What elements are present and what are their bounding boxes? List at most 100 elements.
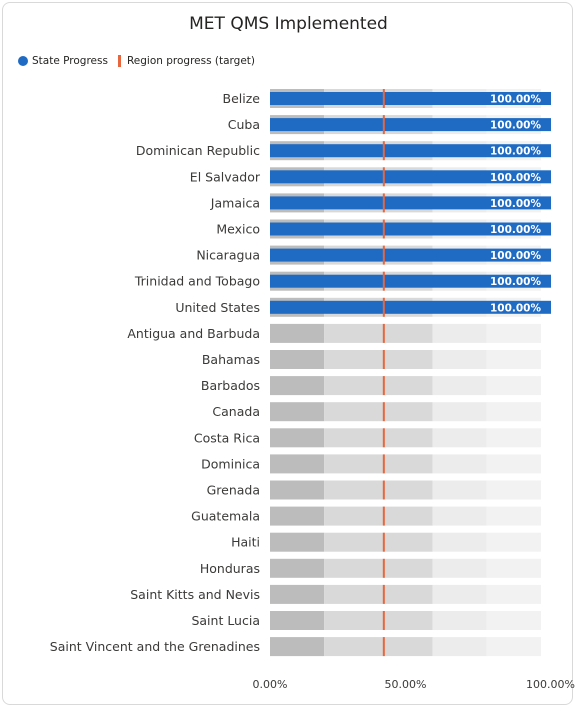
target-line-united-states — [382, 297, 385, 317]
band-2-haiti — [432, 532, 487, 552]
band-3-honduras — [486, 558, 541, 578]
band-2-grenada — [432, 480, 487, 500]
band-2-saint-vincent-and-the-grenadines — [432, 637, 487, 657]
band-3-saint-vincent-and-the-grenadines — [486, 637, 541, 657]
data-label-united-states: 100.00% — [490, 302, 542, 314]
bar-dominican-republic — [270, 144, 551, 158]
data-label-mexico: 100.00% — [490, 224, 542, 236]
target-line-dominican-republic — [382, 141, 385, 161]
band-3-dominica — [486, 454, 541, 474]
data-label-belize: 100.00% — [490, 94, 542, 106]
target-line-dominica — [382, 454, 385, 474]
band-2-saint-lucia — [432, 611, 487, 630]
target-line-saint-kitts-and-nevis — [382, 584, 385, 604]
target-line-bahamas — [382, 350, 385, 369]
band-3-costa-rica — [486, 428, 541, 448]
bar-trinidad-and-tobago — [270, 274, 551, 288]
target-line-antigua-and-barbuda — [382, 323, 385, 343]
band-3-saint-kitts-and-nevis — [486, 584, 541, 604]
band-1-bahamas — [324, 350, 433, 369]
target-line-el-salvador — [382, 167, 385, 187]
category-label-barbados: Barbados — [201, 378, 260, 393]
band-1-saint-kitts-and-nevis — [324, 584, 433, 604]
band-1-haiti — [324, 532, 433, 552]
target-line-saint-vincent-and-the-grenadines — [382, 637, 385, 657]
band-0-guatemala — [270, 506, 325, 526]
band-1-honduras — [324, 558, 433, 578]
band-2-barbados — [432, 376, 487, 396]
data-label-el-salvador: 100.00% — [490, 172, 542, 184]
bar-nicaragua — [270, 248, 551, 262]
band-2-honduras — [432, 558, 487, 578]
band-1-barbados — [324, 376, 433, 396]
data-label-nicaragua: 100.00% — [490, 250, 542, 262]
target-line-grenada — [382, 480, 385, 500]
category-label-antigua-and-barbuda: Antigua and Barbuda — [127, 326, 260, 341]
target-line-belize — [382, 89, 385, 108]
band-3-haiti — [486, 532, 541, 552]
band-0-costa-rica — [270, 428, 325, 448]
target-line-honduras — [382, 558, 385, 578]
category-label-grenada: Grenada — [207, 483, 260, 498]
category-label-belize: Belize — [223, 91, 261, 106]
legend-state-progress-marker — [18, 56, 28, 66]
data-label-cuba: 100.00% — [490, 120, 542, 132]
band-0-dominica — [270, 454, 325, 474]
target-line-cuba — [382, 115, 385, 135]
band-2-canada — [432, 402, 487, 422]
band-0-saint-vincent-and-the-grenadines — [270, 637, 325, 657]
category-label-saint-lucia: Saint Lucia — [191, 613, 260, 628]
category-label-mexico: Mexico — [216, 222, 260, 237]
target-line-barbados — [382, 376, 385, 396]
band-1-grenada — [324, 480, 433, 500]
target-line-canada — [382, 402, 385, 422]
category-label-jamaica: Jamaica — [210, 195, 260, 210]
data-label-jamaica: 100.00% — [490, 198, 542, 210]
target-line-costa-rica — [382, 428, 385, 448]
band-2-saint-kitts-and-nevis — [432, 584, 487, 604]
band-3-antigua-and-barbuda — [486, 323, 541, 343]
band-3-guatemala — [486, 506, 541, 526]
category-label-cuba: Cuba — [228, 117, 260, 132]
bar-jamaica — [270, 196, 551, 210]
target-line-mexico — [382, 219, 385, 239]
x-tick-label: 50.00% — [385, 678, 427, 691]
band-3-canada — [486, 402, 541, 422]
band-1-saint-lucia — [324, 611, 433, 630]
band-0-bahamas — [270, 350, 325, 369]
band-2-costa-rica — [432, 428, 487, 448]
band-1-canada — [324, 402, 433, 422]
target-line-jamaica — [382, 193, 385, 213]
target-line-saint-lucia — [382, 611, 385, 630]
category-label-saint-vincent-and-the-grenadines: Saint Vincent and the Grenadines — [50, 639, 260, 654]
band-0-barbados — [270, 376, 325, 396]
band-2-guatemala — [432, 506, 487, 526]
category-label-trinidad-and-tobago: Trinidad and Tobago — [134, 274, 260, 289]
band-1-dominica — [324, 454, 433, 474]
band-0-saint-lucia — [270, 611, 325, 630]
band-3-barbados — [486, 376, 541, 396]
band-3-bahamas — [486, 350, 541, 369]
legend[interactable]: State Progress Region progress (target) — [18, 53, 255, 69]
band-1-costa-rica — [324, 428, 433, 448]
x-tick-label: 0.00% — [253, 678, 288, 691]
bar-cuba — [270, 118, 551, 132]
category-label-el-salvador: El Salvador — [190, 169, 261, 184]
category-label-saint-kitts-and-nevis: Saint Kitts and Nevis — [130, 587, 260, 602]
category-label-dominican-republic: Dominican Republic — [136, 143, 260, 158]
target-line-guatemala — [382, 506, 385, 526]
target-line-haiti — [382, 532, 385, 552]
category-label-bahamas: Bahamas — [202, 352, 260, 367]
band-0-canada — [270, 402, 325, 422]
legend-region-target-label: Region progress (target) — [126, 55, 256, 67]
bar-mexico — [270, 222, 551, 236]
category-label-united-states: United States — [175, 300, 260, 315]
band-0-saint-kitts-and-nevis — [270, 584, 325, 604]
legend-state-progress-label: State Progress — [32, 55, 108, 67]
category-label-honduras: Honduras — [200, 561, 260, 576]
legend-region-target-marker — [117, 55, 121, 67]
band-2-dominica — [432, 454, 487, 474]
category-label-haiti: Haiti — [231, 535, 260, 550]
band-1-saint-vincent-and-the-grenadines — [324, 637, 433, 657]
band-1-antigua-and-barbuda — [324, 323, 433, 343]
